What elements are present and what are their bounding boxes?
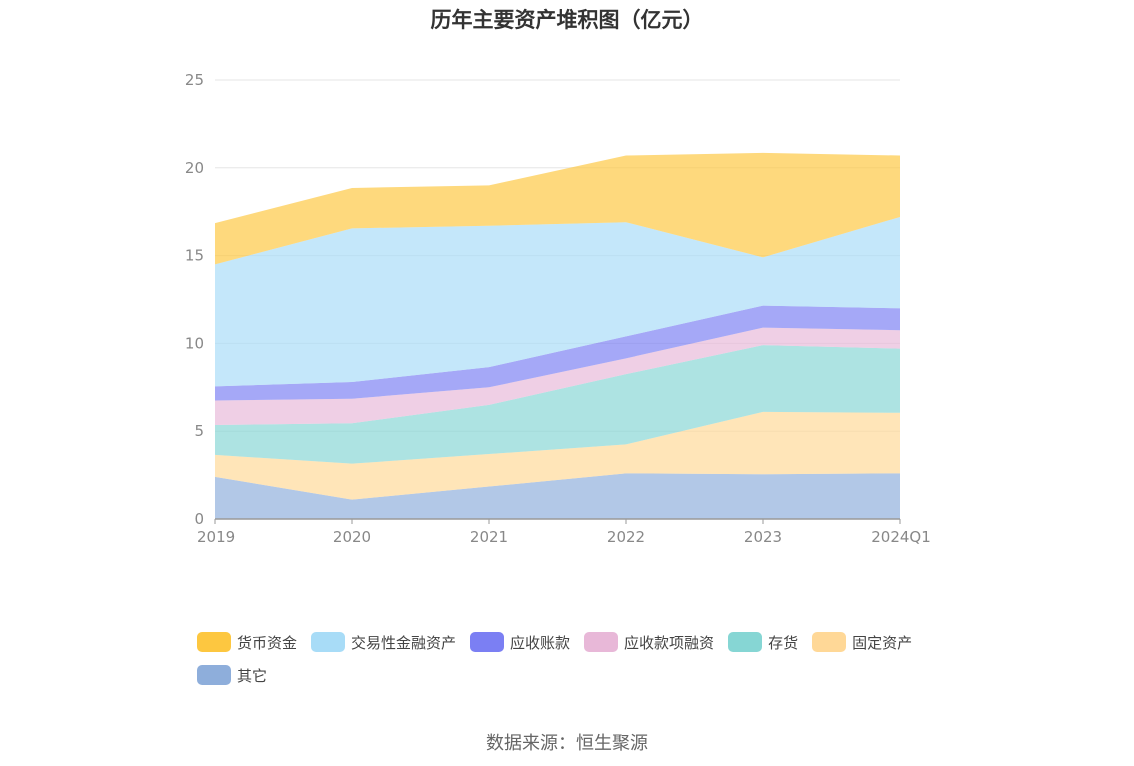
x-tick-label: 2021: [470, 528, 508, 546]
legend: 货币资金 交易性金融资产 应收账款 应收款项融资 存货 固定资产 其它: [197, 631, 957, 686]
area-series-固定资产: [215, 411, 900, 500]
y-tick-label: 25: [185, 71, 204, 89]
legend-label: 存货: [768, 633, 799, 652]
legend-label: 固定资产: [852, 633, 913, 652]
y-tick-label: 0: [194, 510, 204, 528]
legend-swatch: [584, 632, 619, 652]
chart-title: 历年主要资产堆积图（亿元）: [430, 8, 704, 32]
legend-item[interactable]: 应收账款: [470, 631, 570, 653]
legend-swatch: [311, 632, 346, 652]
area-series-应收款项融资: [215, 327, 900, 426]
x-tick-label: 2019: [197, 528, 235, 546]
legend-swatch: [470, 632, 505, 652]
area-series-应收账款: [215, 305, 900, 401]
legend-label: 交易性金融资产: [351, 633, 457, 652]
legend-item[interactable]: 存货: [728, 631, 798, 653]
x-tick-label: 2024Q1: [871, 528, 931, 546]
axes: 0 5 10 15 20 25 2019 2020 2021 2022 2023 2024Q1: [185, 71, 931, 546]
y-tick-label: 10: [185, 334, 204, 352]
series-areas: [215, 152, 900, 519]
y-tick-label: 15: [185, 247, 204, 265]
legend-item[interactable]: 交易性金融资产: [311, 631, 456, 653]
legend-label: 应收款项融资: [624, 633, 715, 652]
legend-item[interactable]: 货币资金: [197, 631, 297, 653]
legend-swatch: [812, 632, 847, 652]
legend-item[interactable]: 固定资产: [812, 631, 912, 653]
legend-swatch: [197, 632, 231, 652]
area-series-交易性金融资产: [215, 216, 900, 387]
area-series-其它: [215, 473, 900, 519]
area-series-存货: [215, 345, 900, 464]
legend-swatch: [197, 665, 231, 685]
y-tick-label: 5: [194, 422, 204, 440]
x-tick-label: 2020: [333, 528, 371, 546]
data-source: 数据来源：恒生聚源: [486, 733, 648, 754]
area-series-货币资金: [215, 152, 900, 265]
legend-swatch: [728, 632, 763, 652]
legend-label: 货币资金: [237, 633, 298, 652]
x-tick-label: 2023: [744, 528, 782, 546]
legend-item[interactable]: 其它: [197, 664, 267, 686]
legend-label: 其它: [237, 666, 268, 685]
legend-label: 应收账款: [510, 633, 571, 652]
stacked-area-chart: 0 5 10 15 20 25 2019 2020 2021 2022 2023 2024Q1: [185, 71, 931, 546]
x-tick-label: 2022: [607, 528, 645, 546]
legend-item[interactable]: 应收款项融资: [584, 631, 714, 653]
y-tick-label: 20: [185, 159, 204, 177]
